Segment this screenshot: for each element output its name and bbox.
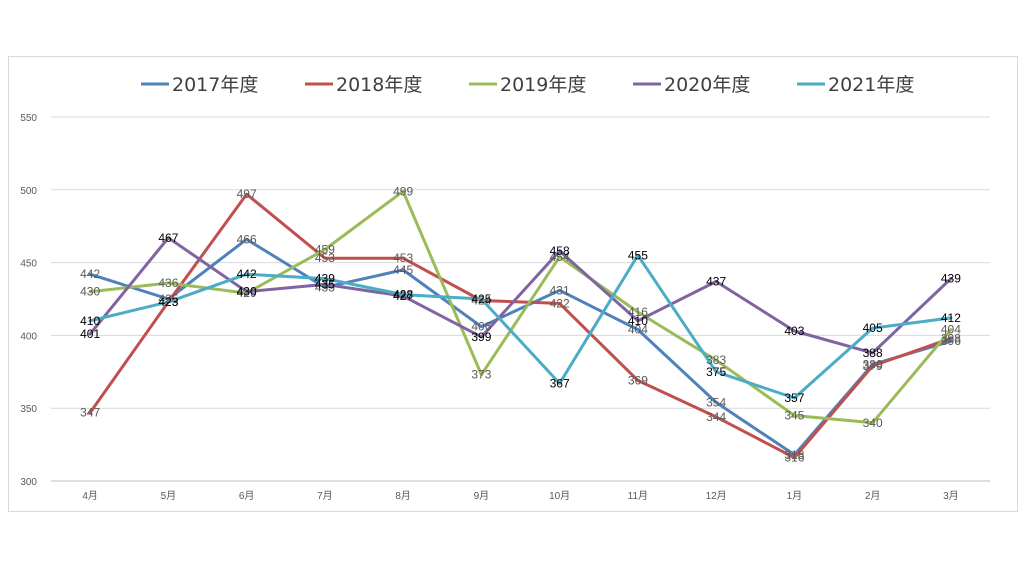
- data-label: 422: [550, 296, 570, 310]
- data-label: 406: [471, 320, 491, 334]
- data-label: 455: [628, 248, 648, 262]
- legend-label: 2019年度: [500, 74, 586, 96]
- y-tick-label: 500: [20, 186, 37, 197]
- data-label: 497: [237, 187, 257, 201]
- chart-frame: 300 350 400 450 500 550 4月 5月 6月 7月 8月 9月 10月 11月 12月…: [8, 56, 1018, 512]
- data-label: 357: [784, 391, 804, 405]
- legend-label: 2017年度: [172, 74, 258, 96]
- data-label: 423: [158, 295, 178, 309]
- data-label: 430: [237, 285, 257, 299]
- data-label: 398: [941, 331, 961, 345]
- data-label: 458: [550, 244, 570, 258]
- data-label: 453: [393, 251, 413, 265]
- data-label: 436: [158, 276, 178, 290]
- legend-label: 2021年度: [828, 74, 914, 96]
- data-label: 369: [628, 374, 648, 388]
- data-label: 430: [80, 285, 100, 299]
- x-tick-label: 11月: [628, 490, 648, 502]
- x-tick-label: 6月: [239, 490, 255, 502]
- data-label: 424: [471, 293, 491, 307]
- x-tick-label: 8月: [395, 490, 411, 502]
- data-label: 383: [706, 353, 726, 367]
- data-label: 354: [706, 395, 726, 409]
- y-tick-label: 350: [20, 404, 37, 415]
- line-chart: 300 350 400 450 500 550 4月 5月 6月 7月 8月 9月 10月 11月 12月…: [20, 74, 990, 502]
- y-tick-label: 550: [20, 113, 37, 124]
- data-label: 379: [863, 359, 883, 373]
- data-label: 367: [550, 376, 570, 390]
- series-line-3: [88, 236, 953, 355]
- data-label: 344: [706, 410, 726, 424]
- data-label: 445: [393, 263, 413, 277]
- data-label: 375: [706, 365, 726, 379]
- x-tick-label: 4月: [82, 490, 98, 502]
- y-tick-label: 300: [20, 477, 37, 488]
- x-tick-label: 7月: [317, 490, 333, 502]
- data-label: 403: [784, 324, 804, 338]
- data-label: 429: [237, 286, 257, 300]
- data-label: 405: [863, 321, 883, 335]
- data-label: 404: [941, 323, 961, 337]
- data-label: 459: [315, 242, 335, 256]
- data-label: 425: [158, 292, 178, 306]
- series-line-1: [88, 192, 953, 460]
- data-label: 454: [550, 250, 570, 264]
- data-label: 396: [941, 334, 961, 348]
- x-tick-label: 5月: [161, 490, 177, 502]
- data-label: 347: [80, 406, 100, 420]
- series-lines: [88, 189, 953, 460]
- data-label: 404: [628, 323, 648, 337]
- x-tick-label: 2月: [865, 490, 881, 502]
- x-tick-label: 10月: [549, 490, 570, 502]
- series-line-4: [88, 253, 953, 400]
- data-label: 410: [80, 314, 100, 328]
- y-tick-label: 400: [20, 331, 37, 342]
- data-label: 466: [237, 232, 257, 246]
- series-line-0: [88, 237, 953, 457]
- y-tick-label: 450: [20, 259, 37, 270]
- data-label: 318: [784, 448, 804, 462]
- data-label: 439: [941, 272, 961, 286]
- data-label: 316: [784, 451, 804, 465]
- data-label: 373: [471, 368, 491, 382]
- x-tick-label: 3月: [943, 490, 959, 502]
- data-label: 416: [628, 305, 648, 319]
- data-label: 410: [628, 314, 648, 328]
- legend-label: 2020年度: [664, 74, 750, 96]
- data-label: 431: [550, 283, 570, 297]
- data-label: 467: [158, 231, 178, 245]
- data-label: 453: [315, 251, 335, 265]
- legend-label: 2018年度: [336, 74, 422, 96]
- data-label: 340: [863, 416, 883, 430]
- data-label: 435: [315, 277, 335, 291]
- data-label: 388: [863, 346, 883, 360]
- x-tick-label: 12月: [706, 490, 727, 502]
- data-label: 425: [471, 292, 491, 306]
- series-line-2: [88, 189, 953, 425]
- data-label: 399: [471, 330, 491, 344]
- gridlines: [51, 116, 990, 482]
- data-labels: 442 425 466 433 445 406 431 404 354 318 380 396 347 4…: [80, 184, 961, 464]
- data-label: 345: [784, 408, 804, 422]
- data-label: 428: [393, 288, 413, 302]
- x-axis-ticks: 4月 5月 6月 7月 8月 9月 10月 11月 12月 1月 2月 3月: [82, 490, 958, 502]
- data-label: 442: [237, 267, 257, 281]
- data-label: 401: [80, 327, 100, 341]
- data-label: 499: [393, 184, 413, 198]
- data-label: 439: [315, 272, 335, 286]
- data-label: 423: [158, 295, 178, 309]
- y-axis-ticks: 300 350 400 450 500 550: [20, 113, 37, 488]
- data-label: 433: [315, 280, 335, 294]
- data-label: 427: [393, 289, 413, 303]
- x-tick-label: 1月: [787, 490, 803, 502]
- x-tick-label: 9月: [474, 490, 490, 502]
- data-label: 412: [941, 311, 961, 325]
- legend: 2017年度 2018年度 2019年度 2020年度 2021年度: [141, 74, 914, 96]
- data-label: 380: [863, 358, 883, 372]
- data-label: 437: [706, 275, 726, 289]
- data-label: 442: [80, 267, 100, 281]
